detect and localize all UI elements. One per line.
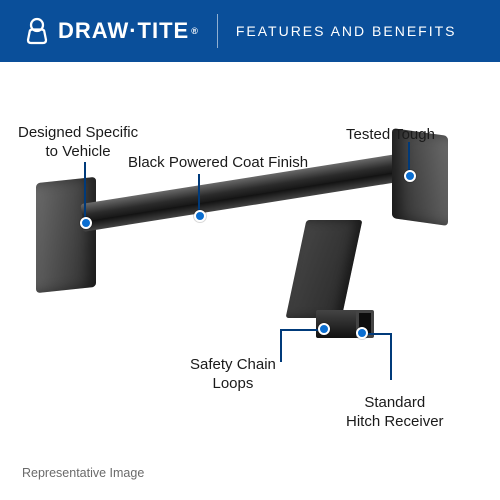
callout-dot-safety — [318, 323, 330, 335]
leader-safety-a — [280, 329, 282, 362]
callout-label-safety: Safety ChainLoops — [190, 356, 276, 394]
hitch-left-plate — [36, 177, 96, 293]
hitch-illustration — [0, 62, 500, 382]
brand-logo: DRAW·TITE® — [22, 16, 199, 46]
callout-dot-receiver — [356, 327, 368, 339]
hitch-drop-plate — [286, 220, 363, 318]
callout-label-black-coat: Black Powered Coat Finish — [128, 154, 308, 173]
brand-text: DRAW·TITE® — [58, 18, 199, 44]
leader-receiver-a — [390, 333, 392, 380]
header-subtitle: FEATURES AND BENEFITS — [236, 23, 457, 39]
callout-label-receiver: StandardHitch Receiver — [346, 394, 444, 432]
hitch-ball-icon — [22, 16, 52, 46]
callout-dot-black-coat — [194, 210, 206, 222]
callout-label-designed: Designed Specificto Vehicle — [18, 124, 138, 162]
header-divider — [217, 14, 218, 48]
callout-label-tested: Tested Tough — [346, 126, 435, 145]
footer-note: Representative Image — [22, 466, 144, 480]
callout-dot-designed — [80, 217, 92, 229]
header-bar: DRAW·TITE® FEATURES AND BENEFITS — [0, 0, 500, 62]
diagram-area: Designed Specificto VehicleBlack Powered… — [0, 62, 500, 499]
callout-dot-tested — [404, 170, 416, 182]
leader-designed-a — [84, 162, 86, 223]
